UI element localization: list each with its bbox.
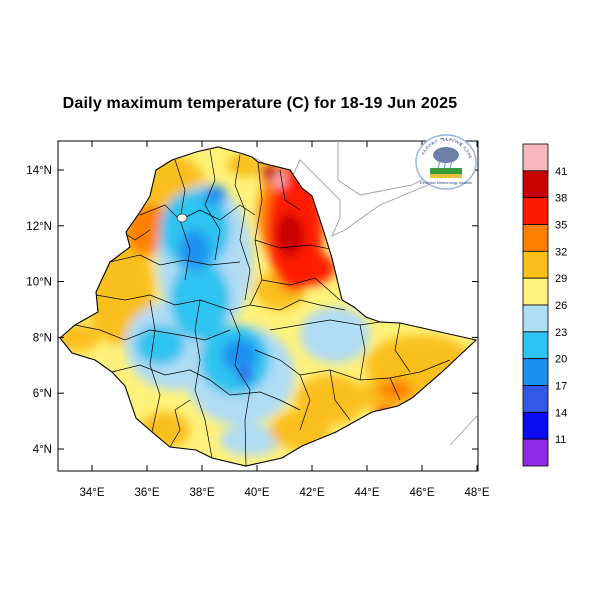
axis-ticks: 34°E 36°E 38°E 40°E 42°E 44°E 46°E 48°E 14°N 12°N… <box>26 141 490 499</box>
logo-text-top: የኢትዮጵያ ሚቲዎሮሎጂ ኢንስቲትዩት <box>0 0 473 160</box>
lake-tana <box>176 213 188 223</box>
colorbar-swatch <box>522 411 549 440</box>
y-tick-label: 14°N <box>26 165 52 177</box>
colorbar-swatch <box>522 358 549 386</box>
colorbar-swatch <box>522 197 549 225</box>
admin-boundaries <box>74 149 451 466</box>
svg-text:የኢትዮጵያ ሚቲዎሮሎጂ ኢንስቲትዩት: የኢትዮጵያ ሚቲዎሮሎጂ ኢንስቲትዩት <box>0 0 473 160</box>
x-tick-label: 38°E <box>189 487 214 499</box>
y-tick-label: 12°N <box>26 221 52 233</box>
colorbar-label: 23 <box>555 327 567 339</box>
colorbar-swatch <box>522 170 549 199</box>
colorbar-swatch <box>522 331 549 360</box>
colorbar-swatch <box>522 143 549 172</box>
colorbar: 41 38 35 32 29 26 23 20 17 14 11 <box>522 143 567 467</box>
colorbar-label: 26 <box>555 300 567 312</box>
colorbar-label: 20 <box>555 354 567 366</box>
logo-text-bottom: Ethiopian Meteorology Institute <box>420 181 472 185</box>
colorbar-label: 35 <box>555 220 567 232</box>
map-title: Daily maximum temperature (C) for 18-19 … <box>62 95 458 112</box>
colorbar-swatch <box>522 224 549 252</box>
colorbar-label: 29 <box>555 273 567 285</box>
colorbar-swatch <box>522 304 549 333</box>
colorbar-label: 32 <box>555 246 567 258</box>
y-tick-label: 8°N <box>33 332 52 344</box>
x-tick-label: 42°E <box>299 487 324 499</box>
colorbar-label: 11 <box>555 434 566 446</box>
colorbar-label: 14 <box>555 407 567 419</box>
x-tick-label: 36°E <box>134 487 159 499</box>
colorbar-swatch <box>522 277 549 306</box>
y-tick-label: 6°N <box>33 388 52 400</box>
x-tick-label: 46°E <box>409 487 434 499</box>
colorbar-swatch <box>522 385 549 413</box>
y-tick-label: 10°N <box>26 277 52 289</box>
x-tick-label: 40°E <box>244 487 269 499</box>
y-tick-label: 4°N <box>33 444 52 456</box>
colorbar-label: 17 <box>555 381 567 393</box>
colorbar-swatch <box>522 250 549 279</box>
colorbar-swatch <box>522 438 549 467</box>
x-tick-label: 34°E <box>79 487 104 499</box>
x-tick-label: 44°E <box>354 487 379 499</box>
colorbar-label: 38 <box>555 193 567 205</box>
x-tick-label: 48°E <box>464 487 489 499</box>
colorbar-label: 41 <box>555 166 567 178</box>
